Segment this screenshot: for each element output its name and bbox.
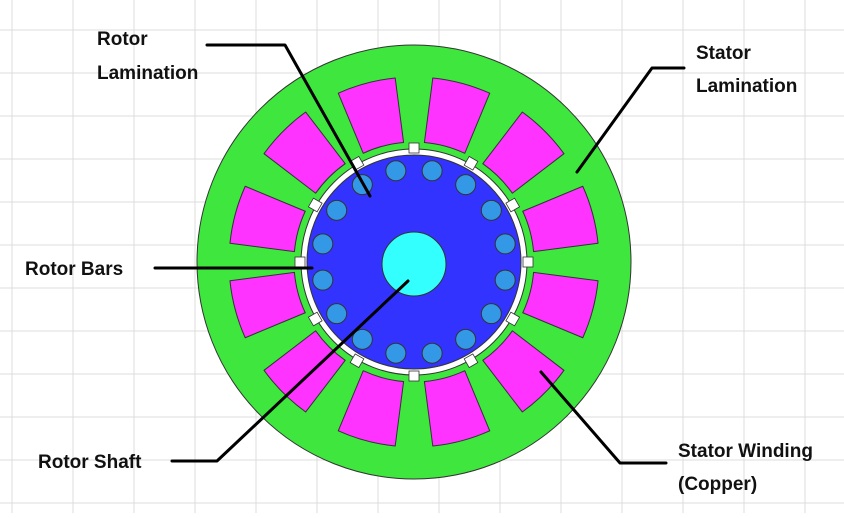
gap-notch — [408, 370, 420, 382]
rotor-bar — [421, 160, 443, 182]
rotor-bar — [312, 233, 334, 255]
rotor-shaft — [381, 231, 447, 297]
stator-winding-slot — [229, 271, 306, 339]
gap-notch — [294, 256, 306, 268]
rotor-bar — [480, 199, 502, 221]
leader-rotor-shaft — [170, 279, 410, 463]
gap-notch — [408, 142, 420, 154]
stator-winding-slot — [263, 111, 346, 194]
rotor-bar — [455, 174, 477, 196]
rotor-bar — [385, 160, 407, 182]
rotor-bar — [421, 342, 443, 364]
stator-winding-slot — [229, 185, 306, 253]
rotor-bar — [494, 269, 516, 291]
rotor-bar — [385, 342, 407, 364]
leader-rotor-lamination — [205, 43, 372, 198]
stator-windings — [229, 77, 599, 447]
label-rotor-shaft: Rotor Shaft — [38, 452, 142, 473]
gap-notch — [463, 353, 479, 369]
rotor-bar — [455, 328, 477, 350]
stator-winding-slot — [522, 271, 599, 339]
rotor-bar — [351, 328, 373, 350]
rotor-notches — [294, 142, 534, 382]
stator-winding-slot — [423, 370, 491, 447]
stator-winding-slot — [337, 370, 405, 447]
label-rotor-lamination: Rotor Lamination — [97, 29, 198, 84]
gap-notch — [307, 197, 323, 213]
gap-notch — [505, 197, 521, 213]
leader-stator-winding — [539, 370, 668, 465]
gap-notch — [522, 256, 534, 268]
stator-winding-slot — [423, 77, 491, 154]
label-stator-lamination: Stator Lamination — [696, 43, 797, 97]
rotor-bar — [494, 233, 516, 255]
stator-winding-slot — [482, 111, 565, 194]
rotor-bar — [326, 303, 348, 325]
stator-winding-slot — [522, 185, 599, 253]
rotor-bar — [312, 269, 334, 291]
stator-winding-slot — [482, 330, 565, 413]
gap-notch — [349, 353, 365, 369]
label-rotor-bars: Rotor Bars — [25, 259, 123, 280]
gap-notch — [505, 311, 521, 327]
gap-notch — [307, 311, 323, 327]
rotor-bar — [326, 199, 348, 221]
label-stator-winding: Stator Winding (Copper) — [678, 441, 818, 495]
gap-notch — [463, 155, 479, 171]
stator-winding-slot — [337, 77, 405, 154]
rotor-bar — [480, 303, 502, 325]
leader-stator-lamination — [575, 66, 686, 174]
